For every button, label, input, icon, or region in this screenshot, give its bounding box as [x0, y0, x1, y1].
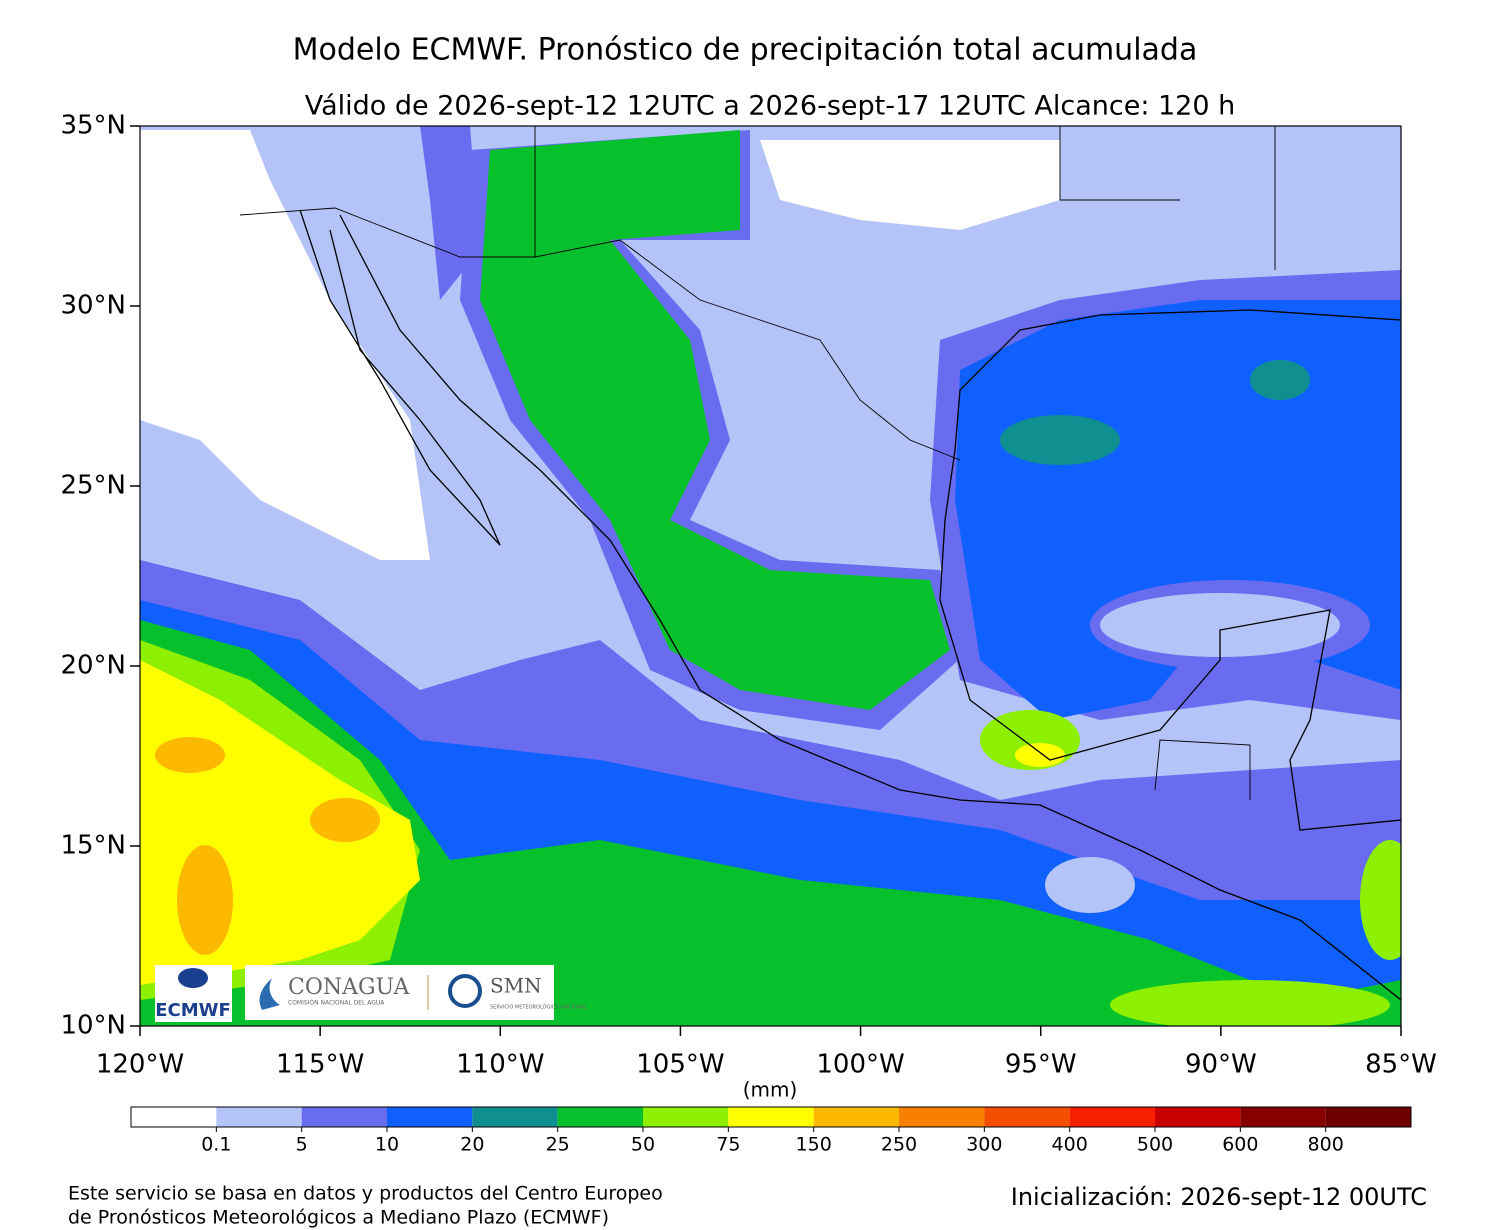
credit-line: de Pronósticos Meteorológicos a Mediano … — [68, 1207, 609, 1229]
logo-conagua: CONAGUA — [288, 975, 410, 1000]
colorbar-swatch — [984, 1107, 1070, 1127]
title: Modelo ECMWF. Pronóstico de precipitació… — [293, 33, 1198, 68]
credit-line: Este servicio se basa en datos y product… — [68, 1183, 663, 1205]
colorbar-swatch — [387, 1107, 473, 1127]
lat-label: 10°N — [60, 1011, 126, 1041]
colorbar-frame — [130, 1106, 1412, 1128]
colorbar-swatch — [472, 1107, 558, 1127]
colorbar-swatch — [813, 1107, 899, 1127]
colorbar-swatch — [643, 1107, 729, 1127]
lon-label: 115°W — [276, 1050, 364, 1080]
init-time: Inicialización: 2026-sept-12 00UTC — [1011, 1183, 1427, 1211]
logo-smn: SMN — [490, 974, 542, 998]
colorbar-swatch — [557, 1107, 643, 1127]
lat-label: 30°N — [60, 291, 126, 321]
logo-conagua-sub: COMISIÓN NACIONAL DEL AGUA — [288, 1000, 385, 1007]
colorbar-label: 150 — [796, 1134, 832, 1156]
logo-smn-sub: SERVICIO METEOROLÓGICO NACIONAL — [490, 1004, 587, 1011]
lat-label: 25°N — [60, 471, 126, 501]
lon-label: 105°W — [636, 1050, 724, 1080]
colorbar-label: 800 — [1308, 1134, 1344, 1156]
lon-label: 95°W — [1005, 1050, 1077, 1080]
colorbar-swatch — [1069, 1107, 1155, 1127]
colorbar-label: 0.1 — [201, 1134, 231, 1156]
map — [139, 125, 1402, 1027]
colorbar-label: 5 — [296, 1134, 308, 1156]
colorbar-unit: (mm) — [743, 1078, 798, 1102]
colorbar-label: 250 — [881, 1134, 917, 1156]
colorbar-label: 75 — [716, 1134, 740, 1156]
colorbar-label: 300 — [966, 1134, 1002, 1156]
colorbar-swatch — [301, 1107, 387, 1127]
lat-label: 15°N — [60, 831, 126, 861]
colorbar-label: 500 — [1137, 1134, 1173, 1156]
colorbar-swatch — [216, 1107, 302, 1127]
logo-ecmwf: ECMWF — [155, 1000, 231, 1021]
lat-label: 20°N — [60, 651, 126, 681]
lon-label: 120°W — [96, 1050, 184, 1080]
colorbar: 0.1 5 10 20 25 50 75 150 250 300 400 500 600 800 — [130, 1106, 1412, 1156]
colorbar-label: 10 — [375, 1134, 399, 1156]
colorbar-label: 400 — [1052, 1134, 1088, 1156]
subtitle: Válido de 2026-sept-12 12UTC a 2026-sept… — [305, 91, 1235, 122]
logos: ECMWF CONAGUA COMISIÓN NACIONAL DEL AGUA… — [155, 965, 587, 1022]
colorbar-label: 20 — [460, 1134, 484, 1156]
colorbar-swatch — [1155, 1107, 1241, 1127]
colorbar-swatch — [1325, 1107, 1411, 1127]
lon-label: 100°W — [816, 1050, 904, 1080]
colorbar-swatch — [728, 1107, 814, 1127]
colorbar-swatch — [131, 1107, 217, 1127]
colorbar-label: 25 — [546, 1134, 570, 1156]
colorbar-swatch — [899, 1107, 985, 1127]
lon-label: 110°W — [456, 1050, 544, 1080]
lon-label: 85°W — [1365, 1050, 1437, 1080]
colorbar-swatch — [1240, 1107, 1326, 1127]
colorbar-label: 50 — [631, 1134, 655, 1156]
lat-label: 35°N — [60, 111, 126, 141]
colorbar-label: 600 — [1222, 1134, 1258, 1156]
lon-label: 90°W — [1185, 1050, 1257, 1080]
